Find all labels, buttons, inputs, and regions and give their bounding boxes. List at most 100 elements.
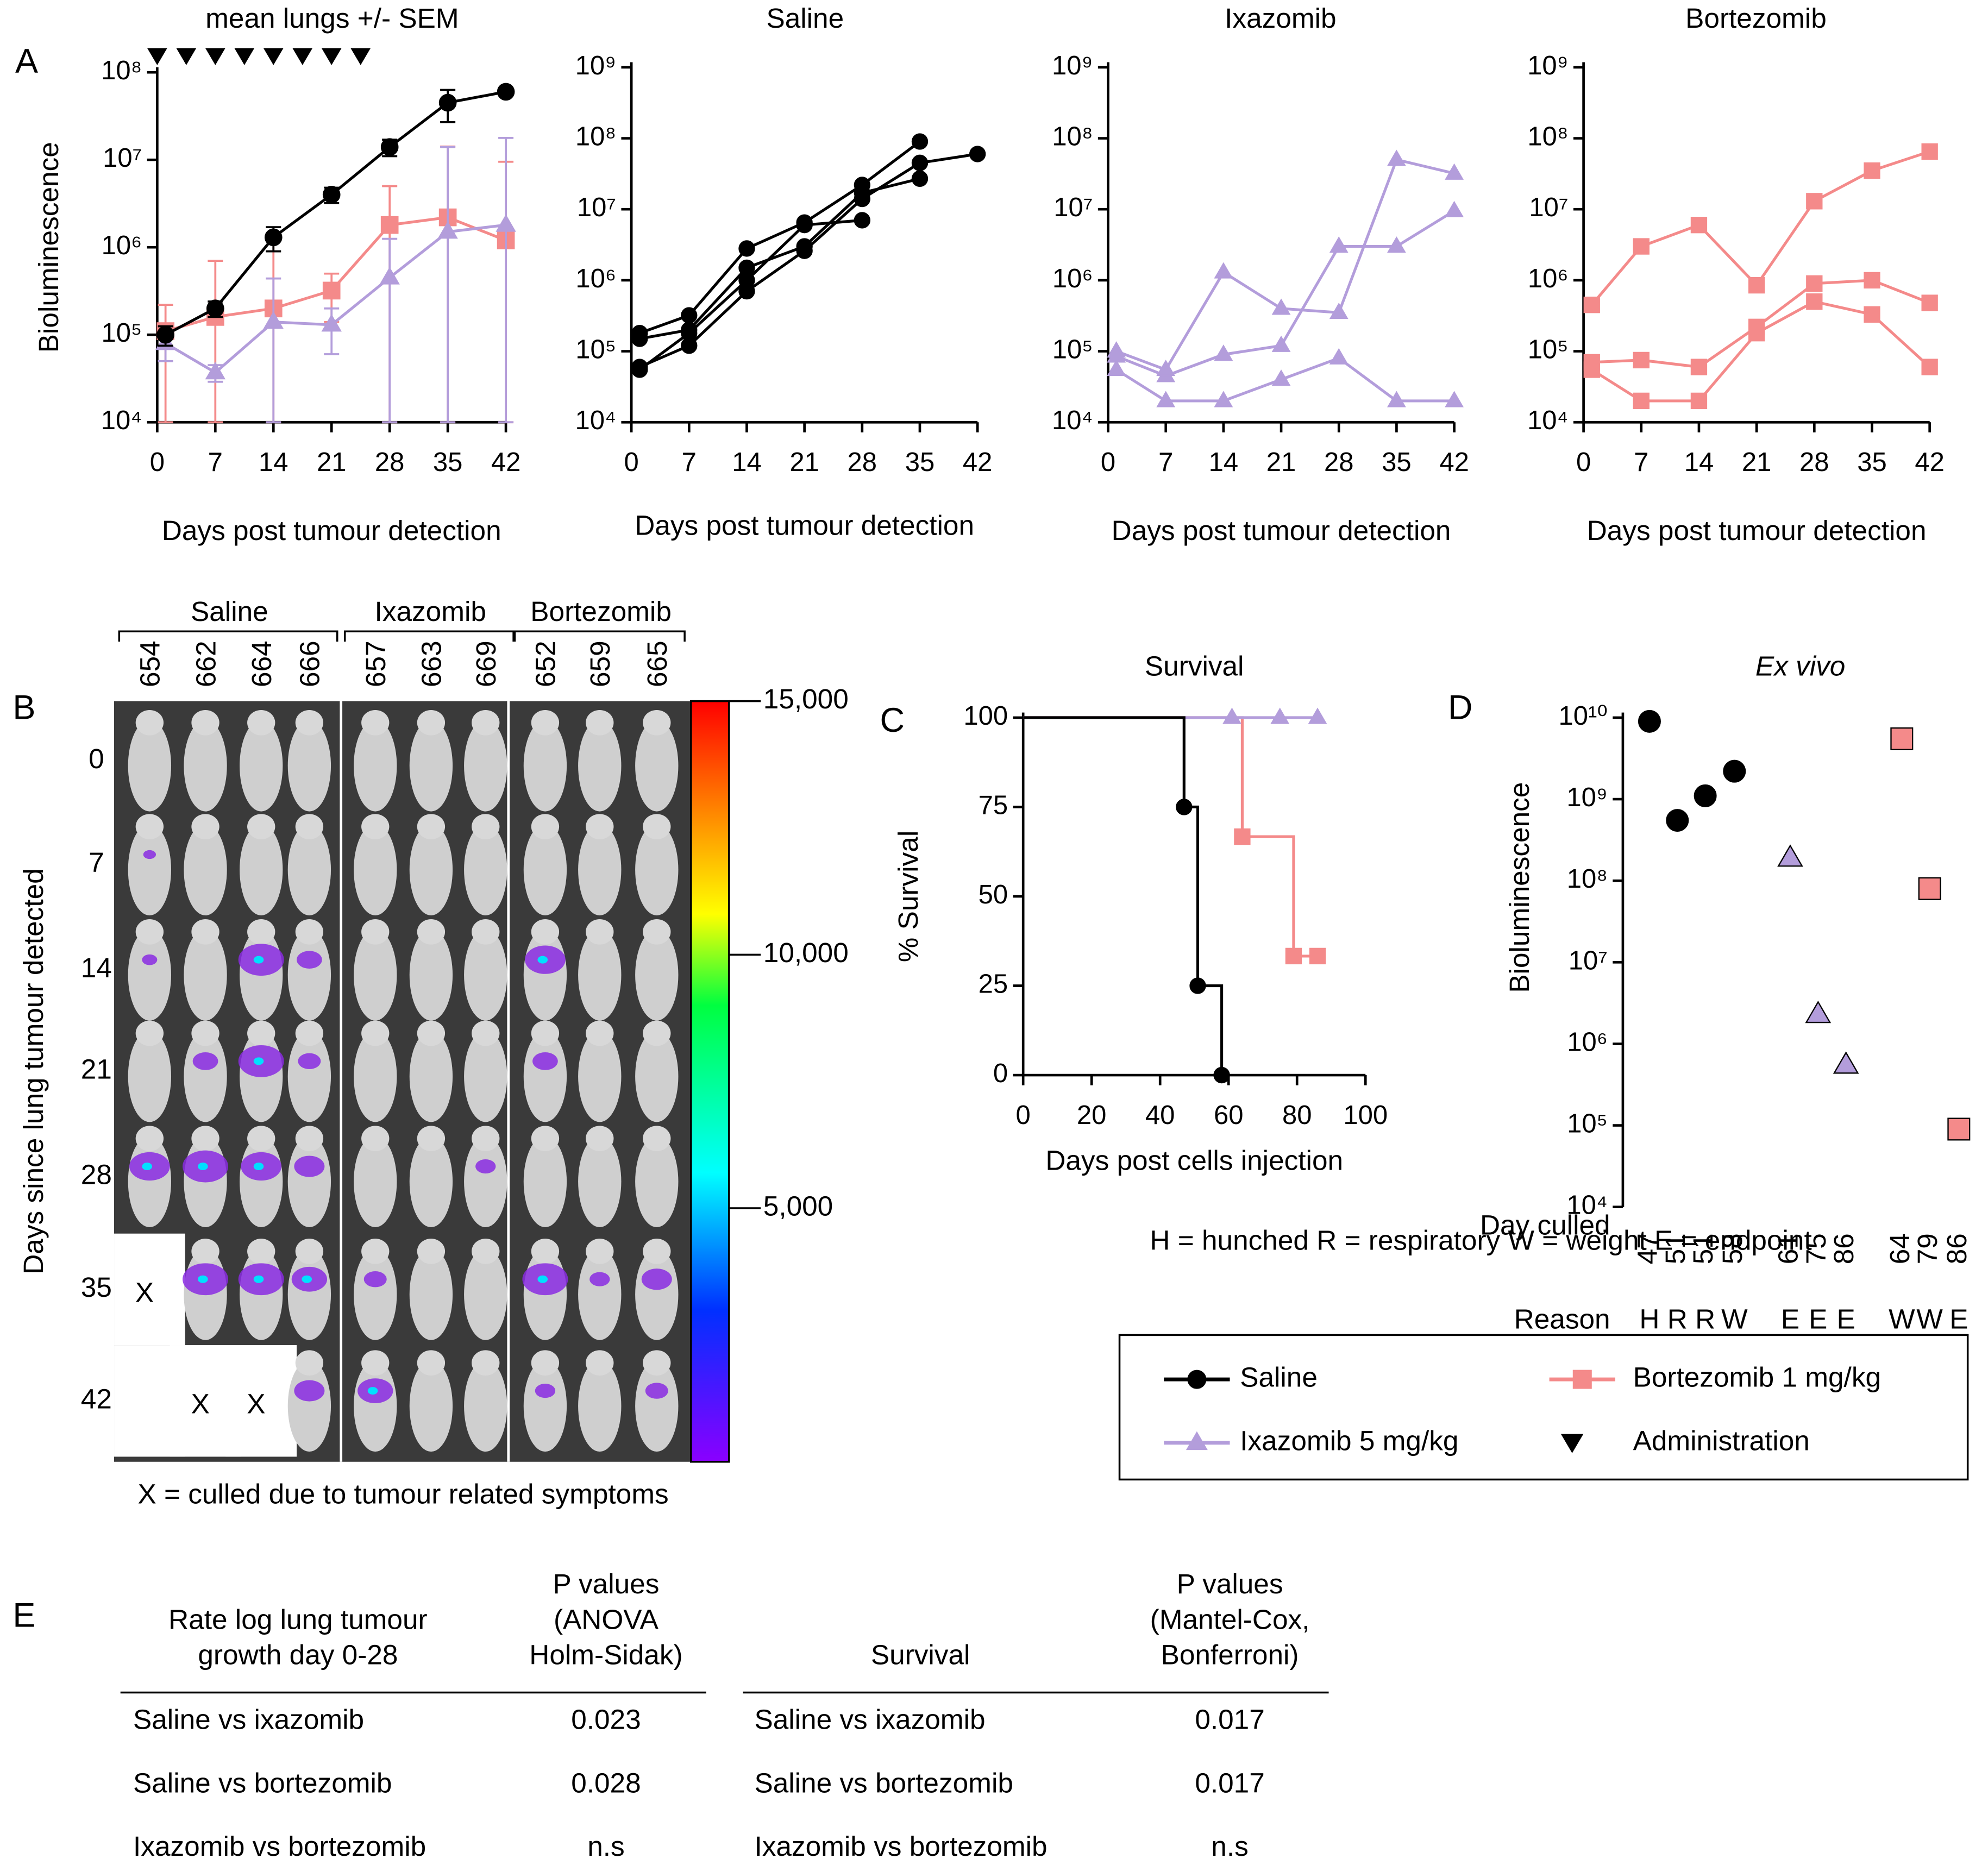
mouse-head: [531, 1239, 560, 1264]
data-point: [1234, 828, 1251, 845]
day-label: 7: [89, 847, 104, 878]
data-point: [1864, 306, 1880, 323]
mouse-head: [643, 709, 671, 736]
data-point: [1947, 1117, 1971, 1141]
x-tick-label: 58: [1717, 1233, 1748, 1264]
mouse-photo: [287, 1136, 331, 1228]
data-point: [796, 242, 813, 259]
legend-marker: [1187, 1370, 1207, 1389]
data-point: [380, 138, 399, 156]
data-point: [497, 83, 515, 101]
mouse-head: [247, 1126, 275, 1152]
x-tick-label: 86: [1941, 1233, 1972, 1264]
data-point: [1806, 193, 1823, 210]
data-point: [1864, 162, 1880, 179]
mouse-head: [135, 1020, 164, 1046]
mouse-head: [417, 919, 446, 945]
culled-mark: X: [247, 1389, 265, 1420]
panel-letter: D: [1448, 689, 1473, 727]
mouse-head: [472, 1020, 500, 1046]
y-tick-label: 10⁴: [1052, 406, 1093, 435]
data-point: [1777, 844, 1803, 867]
data-point: [438, 93, 457, 112]
table-header: Survival: [871, 1640, 970, 1671]
administration-marker: [234, 48, 255, 65]
legend-label: Ixazomib 5 mg/kg: [1240, 1425, 1458, 1456]
mouse-photo: [128, 720, 172, 812]
mouse-photo: [409, 720, 453, 812]
mouse-photo: [578, 1360, 622, 1452]
imaging-caption: X = culled due to tumour related symptom…: [137, 1478, 668, 1509]
mouse-head: [531, 1020, 560, 1046]
mouse-head: [361, 1350, 390, 1376]
reason-label: W: [1889, 1303, 1915, 1334]
data-point: [681, 307, 698, 324]
data-point: [1690, 359, 1708, 375]
mouse-photo: [635, 929, 679, 1021]
y-tick-label: 10⁶: [1567, 1027, 1608, 1057]
x-tick-label: 35: [1857, 448, 1887, 477]
signal-spot: [363, 1271, 387, 1288]
reason-label: E: [1837, 1303, 1855, 1334]
data-point: [1156, 391, 1176, 407]
data-point: [1633, 351, 1650, 369]
administration-marker: [205, 48, 225, 65]
mouse-photo: [354, 1248, 397, 1340]
table-cell: Saline vs bortezomib: [754, 1767, 1013, 1798]
data-point: [1214, 344, 1233, 361]
mouse-photo: [128, 929, 172, 1021]
data-point: [380, 216, 399, 234]
table-header: P values: [1177, 1568, 1283, 1599]
table-header: Holm-Sidak): [529, 1640, 682, 1671]
signal-spot: [142, 954, 158, 965]
data-point: [1107, 341, 1126, 358]
data-point: [1222, 707, 1241, 724]
data-point: [1213, 1066, 1230, 1084]
x-tick-label: 35: [905, 448, 935, 477]
legend-label: Saline: [1240, 1362, 1318, 1393]
x-tick-label: 14: [1209, 448, 1239, 477]
mouse-head: [191, 919, 220, 945]
mouse-photo: [635, 824, 679, 915]
y-tick-label: 10⁶: [575, 264, 616, 293]
y-tick-label: 10⁹: [1566, 783, 1608, 812]
culled-cell: [114, 1233, 185, 1346]
data-point: [322, 281, 341, 300]
mouse-id: 652: [530, 640, 561, 687]
mouse-photo: [578, 1136, 622, 1228]
y-tick-label: 75: [979, 790, 1008, 820]
data-point: [1633, 238, 1650, 255]
mouse-head: [247, 814, 275, 839]
data-point: [1690, 392, 1708, 410]
x-tick-label: 75: [1801, 1233, 1832, 1264]
mouse-photo: [128, 1031, 172, 1122]
signal-core: [302, 1275, 312, 1283]
panel-letter: B: [12, 689, 35, 727]
y-tick-label: 10⁶: [1052, 264, 1093, 293]
data-point: [1806, 275, 1823, 292]
mouse-id: 659: [585, 640, 616, 687]
x-tick-label: 51: [1660, 1233, 1691, 1264]
data-point: [796, 214, 813, 231]
mouse-head: [472, 1350, 500, 1376]
data-point: [681, 337, 698, 354]
mouse-head: [295, 1126, 324, 1152]
mouse-head: [191, 1239, 220, 1264]
series-line: [639, 177, 920, 341]
mouse-head: [135, 709, 164, 736]
mouse-head: [135, 814, 164, 839]
mouse-photo: [240, 720, 283, 812]
y-tick-label: 10⁷: [577, 193, 616, 222]
data-point: [1921, 143, 1938, 160]
data-point: [1176, 799, 1193, 815]
data-point: [1214, 262, 1233, 279]
mouse-head: [135, 919, 164, 945]
mouse-head: [361, 709, 390, 736]
y-axis-label: % Survival: [893, 831, 924, 962]
day-label: 35: [81, 1272, 112, 1303]
y-tick-label: 10⁸: [1567, 864, 1608, 894]
x-tick-label: 7: [682, 448, 697, 477]
table-header: (Mantel-Cox,: [1150, 1604, 1310, 1635]
legend-label: Bortezomib 1 mg/kg: [1633, 1362, 1881, 1393]
y-tick-label: 10⁸: [575, 122, 616, 151]
